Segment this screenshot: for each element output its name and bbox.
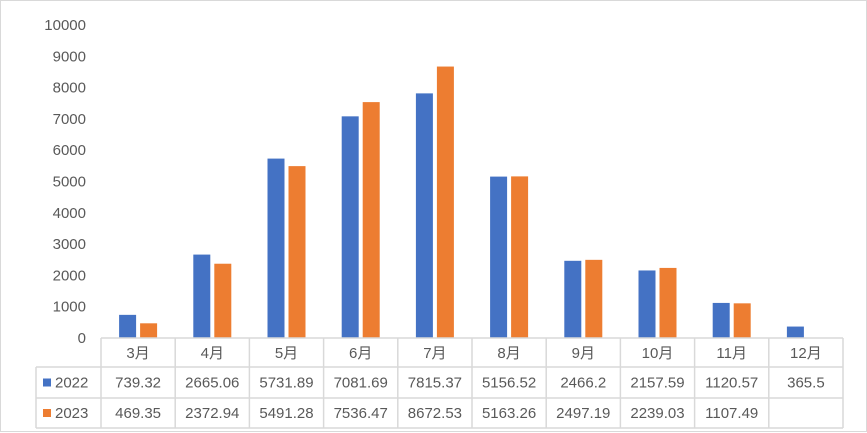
bar-2022-6月 [341,116,359,338]
data-table-value: 7815.37 [408,375,462,392]
bar-2022-8月 [490,176,508,338]
bar-2023-9月 [585,259,603,338]
category-label: 4月 [201,345,224,362]
category-label: 5月 [275,345,298,362]
bar-2023-6月 [362,102,380,338]
y-tick-label: 3000 [53,236,86,253]
y-tick-label: 5000 [53,174,86,191]
category-label: 6月 [349,345,372,362]
legend-swatch-2023 [43,409,51,417]
data-table-value: 1120.57 [705,375,758,392]
bar-2023-8月 [511,176,529,338]
bar-2022-7月 [415,93,433,338]
bar-2022-12月 [786,326,804,338]
data-table-value: 2497.19 [556,405,610,422]
y-tick-label: 1000 [53,299,86,316]
category-label: 9月 [572,345,595,362]
category-label: 11月 [716,345,747,362]
legend-label: 2022 [55,375,88,392]
bar-2022-3月 [119,314,137,338]
category-label: 8月 [497,345,520,362]
y-tick-label: 4000 [53,205,86,222]
y-tick-label: 6000 [53,142,86,159]
data-table-value: 5731.89 [259,375,313,392]
bar-2022-5月 [267,158,285,338]
legend-swatch-2022 [43,378,51,387]
bar-2023-4月 [214,263,232,338]
category-label: 10月 [642,345,674,362]
data-table-value: 469.35 [115,405,161,422]
data-table-value: 2239.03 [630,405,684,422]
data-table-value: 5156.52 [482,375,536,392]
legend-label: 2023 [55,405,88,422]
y-tick-label: 2000 [53,267,86,284]
data-table-value: 739.32 [115,375,161,392]
data-table-value: 7081.69 [334,375,388,392]
bar-2023-7月 [436,66,454,339]
data-table-value: 5491.28 [259,405,313,422]
category-label: 3月 [126,345,149,362]
data-table-value: 365.5 [787,375,825,392]
data-table-value: 2372.94 [185,405,239,422]
y-tick-label: 7000 [53,111,86,128]
data-table-value: 5163.26 [482,405,536,422]
data-table-value: 1107.49 [705,405,758,422]
bar-2023-10月 [659,267,677,338]
data-table-value: 2665.06 [185,375,239,392]
data-table-value: 2466.2 [560,375,606,392]
y-tick-label: 8000 [53,80,86,97]
category-label: 7月 [423,345,446,362]
category-label: 12月 [790,345,822,362]
data-table-value: 8672.53 [408,405,462,422]
y-tick-label: 10000 [44,17,86,34]
bar-2023-3月 [140,323,158,338]
bar-2022-4月 [193,254,211,338]
bar-2022-10月 [638,270,656,338]
bar-2023-5月 [288,166,306,338]
bar-2022-9月 [564,260,582,338]
data-table-value: 2157.59 [630,375,684,392]
y-tick-label: 0 [78,330,86,347]
bar-2023-11月 [733,303,751,338]
y-tick-label: 9000 [53,48,86,65]
bar-2022-11月 [712,302,730,338]
data-table-value: 7536.47 [334,405,388,422]
